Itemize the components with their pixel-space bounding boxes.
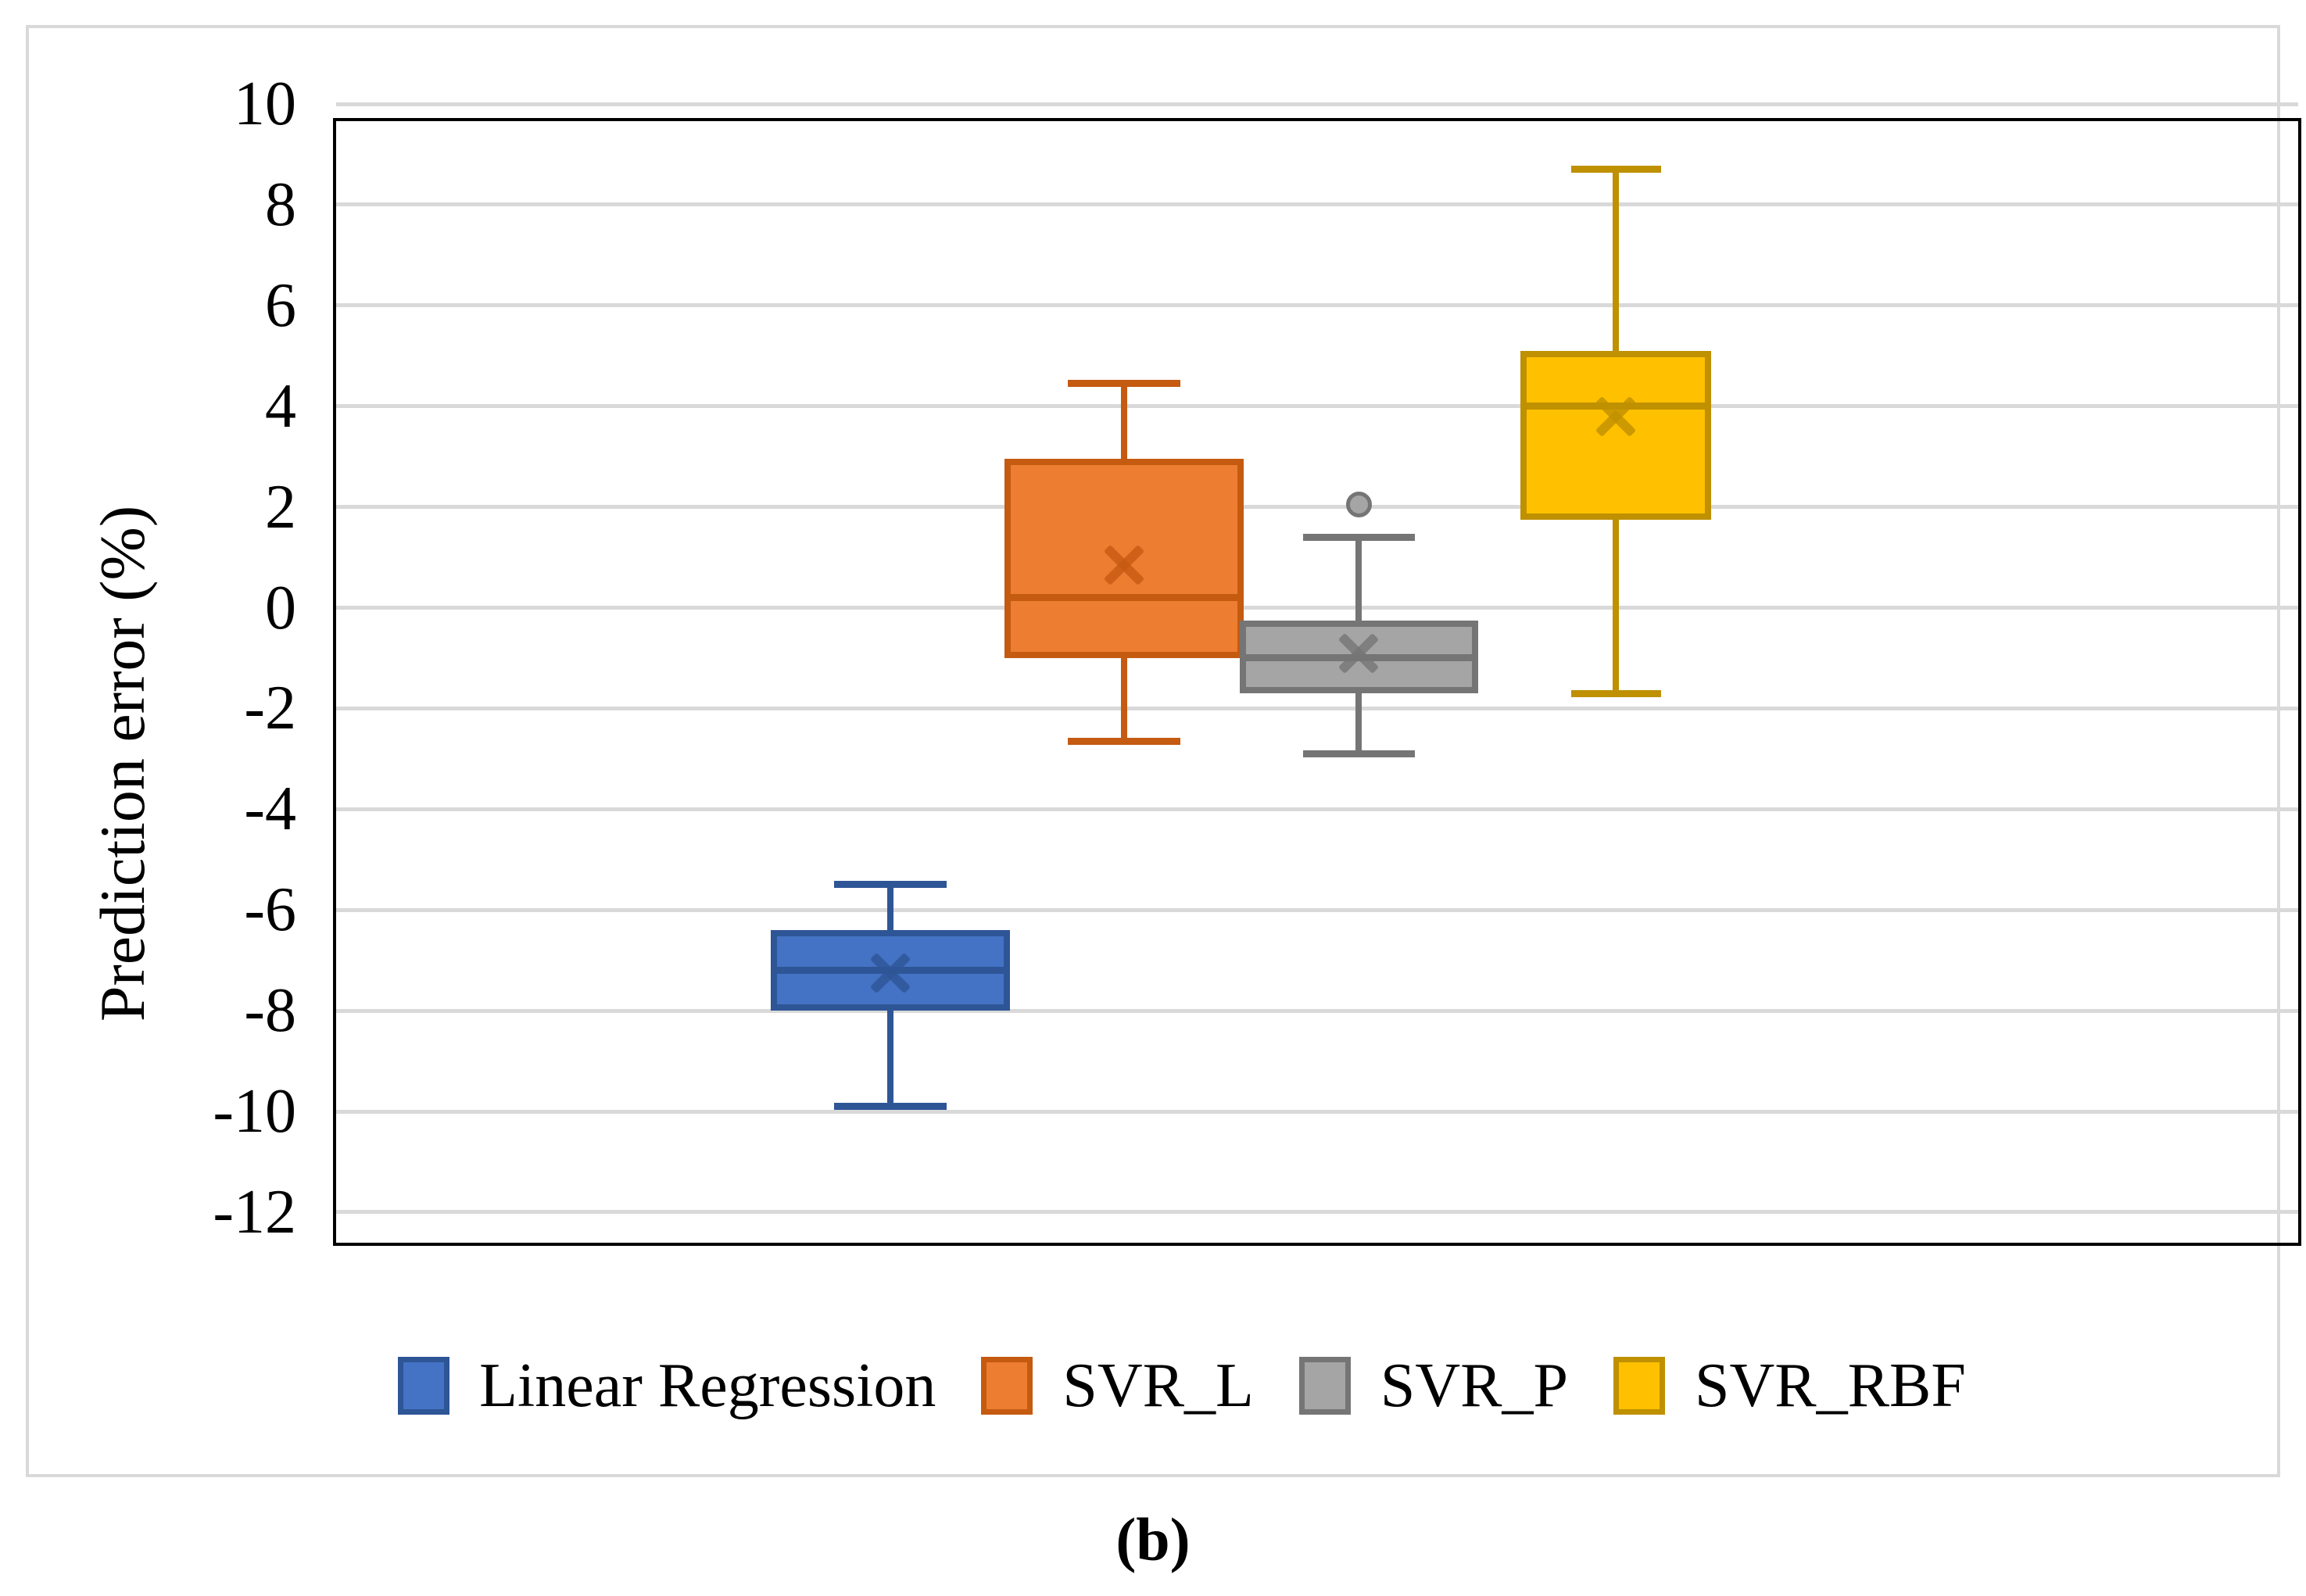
legend-swatch-svr-rbf xyxy=(1613,1357,1666,1415)
legend-swatch-svr-p xyxy=(1298,1357,1351,1415)
figure-caption: (b) xyxy=(1115,1505,1191,1573)
iqr-box-svr-rbf xyxy=(1520,350,1711,520)
y-tick-label-0: 0 xyxy=(265,573,296,642)
y-tick-label--12: -12 xyxy=(213,1177,296,1247)
median-line-svr-l xyxy=(1004,594,1244,602)
whisker-lower-stem-svr-p xyxy=(1355,693,1362,754)
whisker-cap-bottom-svr-p xyxy=(1302,750,1415,757)
whisker-upper-stem-svr-rbf xyxy=(1613,169,1619,351)
y-tick-label--6: -6 xyxy=(244,875,296,945)
y-tick-label--10: -10 xyxy=(213,1077,296,1146)
gridline-y-2 xyxy=(336,505,2298,510)
y-tick-label-6: 6 xyxy=(265,270,296,340)
chart-legend: Linear Regression SVR_L SVR_P SVR_RBF xyxy=(29,1351,2306,1421)
legend-item-svr-l: SVR_L xyxy=(981,1350,1254,1422)
legend-item-svr-p: SVR_P xyxy=(1298,1350,1569,1422)
whisker-lower-stem-svr-rbf xyxy=(1613,519,1619,694)
legend-swatch-linear-regression xyxy=(398,1357,450,1415)
whisker-upper-stem-svr-p xyxy=(1355,537,1362,621)
y-tick-label--8: -8 xyxy=(244,976,296,1046)
legend-label-svr-l: SVR_L xyxy=(1062,1351,1254,1420)
y-tick-label--4: -4 xyxy=(244,775,296,844)
y-tick-label--2: -2 xyxy=(244,674,296,743)
plot-area-border xyxy=(333,118,2301,1246)
y-tick-label-4: 4 xyxy=(265,371,296,441)
gridline-y-0 xyxy=(336,606,2298,610)
whisker-lower-stem-linear-regression xyxy=(887,1011,893,1107)
gridline-y--2 xyxy=(336,706,2298,710)
figure-panel: Prediction error (%) 10 8 6 4 2 0 -2 -4 -6 -8 -10-… xyxy=(26,25,2301,1477)
gridline-y--8 xyxy=(336,1008,2298,1013)
whisker-lower-stem-svr-l xyxy=(1121,657,1127,742)
whisker-upper-stem-linear-regression xyxy=(887,884,893,930)
gridline-y-4 xyxy=(336,404,2298,409)
iqr-box-svr-l xyxy=(1004,459,1244,658)
legend-item-linear-regression: Linear Regression xyxy=(398,1350,936,1422)
legend-swatch-svr-l xyxy=(981,1357,1033,1415)
legend-label-svr-rbf: SVR_RBF xyxy=(1695,1351,1966,1420)
whisker-cap-top-svr-p xyxy=(1302,533,1415,541)
whisker-cap-bottom-svr-l xyxy=(1068,737,1180,745)
outlier-point-svr-p-0 xyxy=(1345,491,1372,517)
gridline-y--6 xyxy=(336,907,2298,912)
legend-item-svr-rbf: SVR_RBF xyxy=(1613,1350,1966,1422)
whisker-cap-top-svr-l xyxy=(1068,380,1180,388)
whisker-cap-bottom-linear-regression xyxy=(834,1103,947,1111)
gridline-y-10 xyxy=(336,102,2298,106)
legend-label-linear-regression: Linear Regression xyxy=(479,1351,936,1420)
whisker-cap-bottom-svr-rbf xyxy=(1570,689,1661,697)
whisker-cap-top-linear-regression xyxy=(834,881,947,889)
whisker-cap-top-svr-rbf xyxy=(1570,166,1661,174)
median-line-svr-rbf xyxy=(1520,403,1711,410)
y-tick-label-10: 10 xyxy=(234,70,296,138)
gridline-y-8 xyxy=(336,202,2298,207)
y-tick-label-8: 8 xyxy=(265,170,296,239)
legend-label-svr-p: SVR_P xyxy=(1380,1351,1569,1420)
whisker-upper-stem-svr-l xyxy=(1121,383,1127,460)
gridline-y--10 xyxy=(336,1109,2298,1114)
gridline-y-6 xyxy=(336,303,2298,308)
gridline-y--12 xyxy=(336,1210,2298,1215)
gridline-y--4 xyxy=(336,807,2298,811)
y-tick-label-2: 2 xyxy=(265,472,296,542)
